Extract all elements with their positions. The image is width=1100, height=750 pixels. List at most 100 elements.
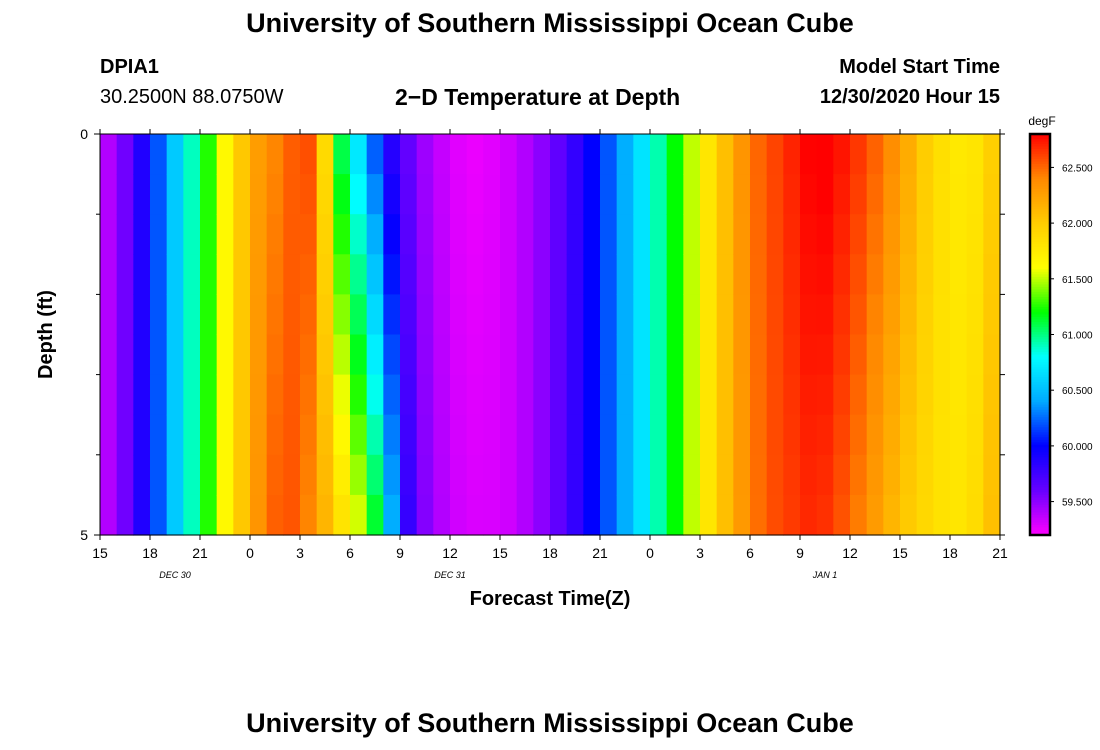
heatmap-cell — [633, 454, 651, 496]
heatmap-cell — [533, 414, 551, 456]
colorbar-swatch — [1030, 156, 1050, 160]
heatmap-cell — [766, 214, 784, 255]
heatmap-cell — [983, 254, 1001, 295]
heatmap-cell — [500, 294, 518, 336]
colorbar-swatch — [1030, 226, 1050, 230]
x-tick-label: 21 — [992, 545, 1008, 561]
colorbar-swatch — [1030, 429, 1050, 433]
heatmap-cell — [433, 174, 451, 215]
heatmap-cell — [866, 454, 884, 496]
heatmap-cell — [666, 294, 684, 336]
colorbar-swatch — [1030, 171, 1050, 175]
heatmap-cell — [616, 494, 634, 536]
heatmap-cell — [416, 134, 434, 175]
colorbar-swatch — [1030, 326, 1050, 331]
colorbar-swatch — [1030, 221, 1050, 225]
colorbar-swatch — [1030, 204, 1050, 208]
heatmap-cell — [566, 214, 584, 255]
x-day-label: DEC 30 — [159, 570, 191, 580]
heatmap-cell — [816, 174, 834, 215]
heatmap-cell — [333, 374, 351, 416]
heatmap-cell — [666, 454, 684, 496]
heatmap-cell — [966, 254, 984, 295]
heatmap-cell — [783, 174, 801, 215]
heatmap-cell — [700, 494, 718, 536]
heatmap-cell — [500, 174, 518, 215]
heatmap-cell — [216, 214, 234, 255]
heatmap-cell — [233, 494, 251, 536]
heatmap-cell — [750, 174, 768, 215]
heatmap-cell — [633, 374, 651, 416]
heatmap-cell — [700, 134, 718, 175]
heatmap-cell — [683, 214, 701, 255]
heatmap-cell — [100, 134, 118, 175]
heatmap-cell — [400, 134, 418, 175]
heatmap-cell — [266, 254, 284, 295]
heatmap-cell — [583, 454, 601, 496]
heatmap-cell — [700, 254, 718, 295]
heatmap-cell — [733, 134, 751, 175]
heatmap-cell — [516, 214, 534, 255]
heatmap-cell — [816, 374, 834, 416]
colorbar-swatch — [1030, 174, 1050, 178]
heatmap-cell — [600, 174, 618, 215]
colorbar-swatch — [1030, 176, 1050, 180]
heatmap-cell — [983, 334, 1001, 376]
heatmap-cell — [700, 174, 718, 215]
heatmap-cell — [183, 494, 201, 536]
heatmap-cell — [150, 334, 168, 376]
heatmap-cell — [383, 494, 401, 536]
colorbar-swatch — [1030, 279, 1050, 283]
heatmap-cell — [383, 454, 401, 496]
heatmap-cell — [116, 454, 134, 496]
colorbar-swatch — [1030, 509, 1050, 514]
colorbar-swatch — [1030, 504, 1050, 509]
heatmap-cell — [600, 134, 618, 175]
colorbar-swatch — [1030, 254, 1050, 258]
colorbar-swatch — [1030, 362, 1050, 366]
heatmap-cell — [816, 334, 834, 376]
colorbar-swatch — [1030, 276, 1050, 280]
heatmap-cell — [966, 454, 984, 496]
heatmap-cell — [283, 334, 301, 376]
heatmap-cell — [483, 374, 501, 416]
heatmap-cell — [600, 414, 618, 456]
colorbar-swatch — [1030, 444, 1050, 448]
heatmap-cell — [166, 334, 184, 376]
heatmap-cell — [733, 294, 751, 336]
y-tick-label: 0 — [80, 126, 88, 142]
heatmap-cell — [350, 454, 368, 496]
colorbar-swatch — [1030, 144, 1050, 148]
colorbar-swatch — [1030, 291, 1050, 295]
heatmap-cell — [866, 214, 884, 255]
heatmap-cell — [166, 134, 184, 175]
heatmap-cell — [333, 334, 351, 376]
heatmap-cell — [816, 254, 834, 295]
colorbar-swatch — [1030, 434, 1050, 438]
heatmap-cell — [783, 494, 801, 536]
heatmap-cell — [950, 174, 968, 215]
heatmap-cell — [733, 254, 751, 295]
heatmap-cell — [533, 134, 551, 175]
heatmap-cell — [350, 174, 368, 215]
heatmap-cell — [266, 454, 284, 496]
colorbar-swatch — [1030, 377, 1050, 381]
heatmap-cell — [516, 374, 534, 416]
heatmap-cell — [866, 294, 884, 336]
heatmap-cell — [316, 414, 334, 456]
heatmap-cell — [100, 494, 118, 536]
colorbar-swatch — [1030, 469, 1050, 473]
colorbar-swatch — [1030, 349, 1050, 353]
colorbar-swatch — [1030, 459, 1050, 463]
heatmap-cell — [266, 294, 284, 336]
heatmap-cell — [300, 334, 318, 376]
heatmap-cell — [950, 254, 968, 295]
heatmap-cell — [950, 454, 968, 496]
colorbar-swatch — [1030, 269, 1050, 273]
heatmap-cell — [966, 214, 984, 255]
x-tick-label: 9 — [796, 545, 804, 561]
colorbar-tick-label: 61.000 — [1062, 331, 1093, 342]
colorbar-swatch — [1030, 146, 1050, 150]
heatmap-cell — [916, 494, 934, 536]
heatmap-cell — [183, 414, 201, 456]
